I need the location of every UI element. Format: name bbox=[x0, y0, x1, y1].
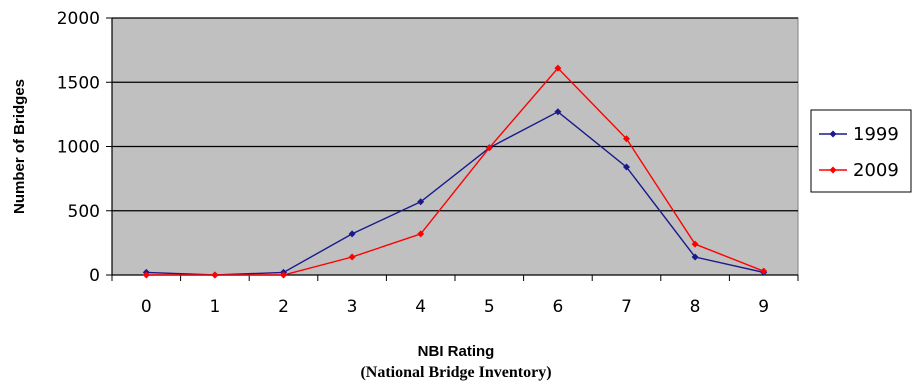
y-tick-labels: 0 500 1000 1500 2000 bbox=[57, 9, 100, 286]
y-axis-title: Number of Bridges bbox=[11, 79, 28, 214]
y-tick-label: 2000 bbox=[57, 9, 100, 29]
data-point bbox=[348, 253, 356, 261]
x-tick-label: 7 bbox=[621, 297, 632, 317]
data-point bbox=[623, 135, 630, 143]
data-point bbox=[348, 230, 356, 238]
x-tick-label: 9 bbox=[758, 297, 769, 317]
x-tick-label: 3 bbox=[347, 297, 358, 317]
x-axis-title: NBI Rating bbox=[418, 343, 495, 360]
legend-item-1999: 1999 bbox=[819, 124, 899, 145]
x-axis-subtitle: (National Bridge Inventory) bbox=[360, 364, 551, 381]
y-tick-label: 500 bbox=[68, 202, 100, 222]
data-point bbox=[280, 271, 287, 279]
data-point bbox=[211, 271, 219, 279]
x-tick-label: 4 bbox=[415, 297, 426, 317]
data-point bbox=[142, 271, 150, 279]
series-line bbox=[146, 110, 764, 276]
data-point bbox=[417, 230, 425, 238]
y-tick-label: 0 bbox=[89, 266, 100, 286]
legend-marker bbox=[829, 130, 837, 138]
data-point bbox=[554, 64, 562, 72]
legend-label: 2009 bbox=[853, 160, 899, 181]
data-point bbox=[417, 198, 425, 206]
legend-item-2009: 2009 bbox=[819, 160, 899, 181]
x-tick-label: 1 bbox=[209, 297, 220, 317]
x-tick-label: 0 bbox=[141, 297, 152, 317]
y-tick-label: 1000 bbox=[57, 138, 100, 158]
x-tick-label: 5 bbox=[484, 297, 495, 317]
legend: 1999 2009 bbox=[810, 109, 912, 193]
data-point bbox=[691, 240, 699, 248]
x-tick-labels: 0 1 2 3 4 5 6 7 8 9 bbox=[141, 297, 769, 317]
data-point bbox=[623, 163, 630, 171]
y-tick-label: 1500 bbox=[57, 73, 100, 93]
gridlines bbox=[106, 17, 798, 276]
series-layer bbox=[142, 64, 768, 279]
data-point bbox=[554, 108, 562, 116]
legend-label: 1999 bbox=[853, 124, 899, 145]
x-tick-label: 8 bbox=[690, 297, 701, 317]
data-point bbox=[760, 267, 768, 275]
series-line bbox=[146, 67, 764, 276]
x-tick-label: 6 bbox=[552, 297, 563, 317]
legend-marker bbox=[829, 166, 837, 174]
data-point bbox=[485, 144, 493, 152]
legend-box bbox=[810, 109, 912, 193]
data-point bbox=[691, 253, 699, 261]
series-2009 bbox=[142, 64, 768, 279]
x-tick-label: 2 bbox=[278, 297, 289, 317]
